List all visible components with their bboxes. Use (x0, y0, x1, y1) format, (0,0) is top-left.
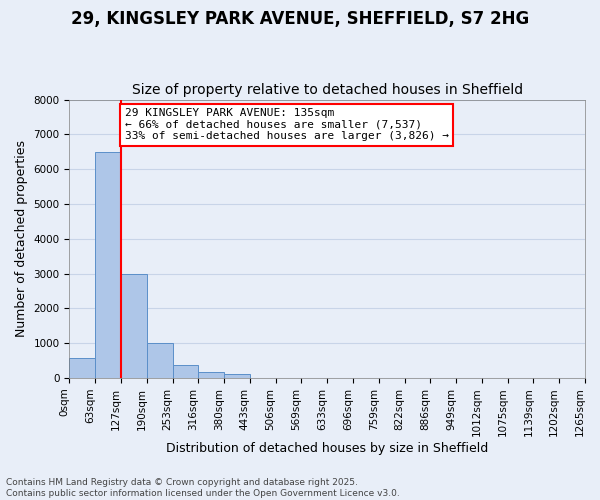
Bar (70, 358, 95, 378)
Bar (224, 374, 250, 378)
Bar (95, 152, 121, 378)
Title: Size of property relative to detached houses in Sheffield: Size of property relative to detached ho… (131, 83, 523, 97)
Y-axis label: Number of detached properties: Number of detached properties (15, 140, 28, 338)
Text: 29, KINGSLEY PARK AVENUE, SHEFFIELD, S7 2HG: 29, KINGSLEY PARK AVENUE, SHEFFIELD, S7 … (71, 10, 529, 28)
Bar (173, 364, 199, 378)
Text: 29 KINGSLEY PARK AVENUE: 135sqm
← 66% of detached houses are smaller (7,537)
33%: 29 KINGSLEY PARK AVENUE: 135sqm ← 66% of… (125, 108, 449, 142)
Text: Contains HM Land Registry data © Crown copyright and database right 2025.
Contai: Contains HM Land Registry data © Crown c… (6, 478, 400, 498)
X-axis label: Distribution of detached houses by size in Sheffield: Distribution of detached houses by size … (166, 442, 488, 455)
Bar (147, 343, 173, 378)
Bar (121, 274, 147, 378)
Bar (199, 372, 224, 378)
